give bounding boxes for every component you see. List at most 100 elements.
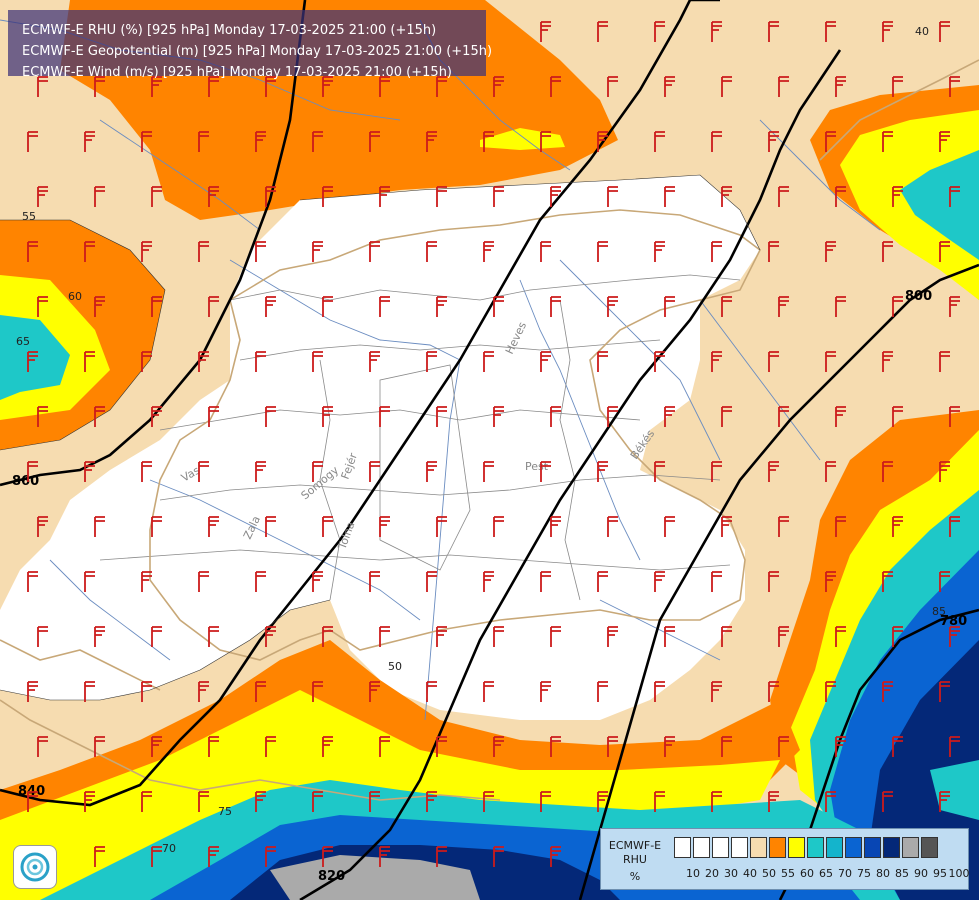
wind-barb-icon — [721, 296, 732, 317]
wind-barb-icon — [426, 351, 437, 372]
swirl-logo-icon — [13, 845, 57, 889]
wind-barb-icon — [483, 681, 494, 702]
wind-barb-icon — [483, 461, 494, 482]
legend-swatch — [750, 837, 767, 858]
wind-barb-icon — [939, 131, 950, 152]
wind-barb-icon — [711, 21, 722, 42]
wind-barb-icon — [835, 186, 846, 207]
wind-barb-icon — [379, 406, 390, 427]
wind-barb-icon — [379, 76, 390, 97]
wind-barb-icon — [711, 681, 722, 702]
wind-barb-icon — [711, 791, 722, 812]
wind-barb-icon — [664, 296, 675, 317]
wind-barb-icon — [835, 516, 846, 537]
wind-barb-icon — [94, 516, 105, 537]
legend-tick-label: 10 — [686, 867, 700, 880]
legend-variable: RHU — [623, 853, 647, 866]
wind-barb-icon — [607, 186, 618, 207]
label-rhu-40: 40 — [915, 25, 929, 38]
wind-barb-icon — [312, 571, 323, 592]
legend-tick-label: 55 — [781, 867, 795, 880]
legend-tick-label: 40 — [743, 867, 757, 880]
wind-barb-icon — [151, 296, 162, 317]
wind-barb-icon — [882, 791, 893, 812]
wind-barb-icon — [768, 681, 779, 702]
wind-barb-icon — [94, 186, 105, 207]
wind-barb-icon — [607, 296, 618, 317]
wind-barb-icon — [835, 296, 846, 317]
wind-barb-icon — [151, 406, 162, 427]
contour-820 — [299, 49, 842, 900]
wind-barb-icon — [949, 76, 960, 97]
wind-barb-icon — [892, 186, 903, 207]
wind-barb-icon — [141, 681, 152, 702]
legend-tick-label: 50 — [762, 867, 776, 880]
legend-swatch — [883, 837, 900, 858]
wind-barb-icon — [94, 406, 105, 427]
wind-barb-icon — [94, 626, 105, 647]
legend-tick-label: 100 — [948, 867, 970, 880]
wind-barb-icon — [892, 406, 903, 427]
wind-barb-icon — [312, 791, 323, 812]
wind-barb-icon — [882, 351, 893, 372]
wind-barb-icon — [768, 461, 779, 482]
wind-barb-icon — [198, 461, 209, 482]
wind-barb-icon — [540, 21, 551, 42]
wind-barb-icon — [493, 76, 504, 97]
color-legend: ECMWF-E RHU % 10 20 30 40 50 55 60 65 70 75 80 85 90… — [600, 828, 970, 890]
wind-barb-icon — [312, 461, 323, 482]
wind-barb-icon — [711, 351, 722, 372]
wind-barb-icon — [892, 626, 903, 647]
wind-barb-icon — [654, 461, 665, 482]
label-800: 800 — [905, 289, 932, 304]
wind-barb-icon — [835, 76, 846, 97]
wind-barb-icon — [379, 846, 390, 867]
wind-barb-icon — [208, 76, 219, 97]
wind-barb-icon — [312, 351, 323, 372]
wind-barb-icon — [711, 131, 722, 152]
wind-barb-icon — [540, 571, 551, 592]
legend-tick-label: 20 — [705, 867, 719, 880]
wind-barb-icon — [778, 296, 789, 317]
wind-barb-icon — [265, 296, 276, 317]
legend-swatch — [921, 837, 938, 858]
wind-barb-icon — [255, 241, 266, 262]
wind-barb-icon — [37, 76, 48, 97]
title-geopotential: ECMWF-E Geopotential (m) [925 hPa] Monda… — [22, 44, 493, 59]
wind-barb-icon — [84, 681, 95, 702]
wind-barb-icon — [825, 681, 836, 702]
label-rhu-65: 65 — [16, 335, 30, 348]
wind-barb-icon — [607, 76, 618, 97]
legend-tick-label: 30 — [724, 867, 738, 880]
wind-barb-icon — [483, 791, 494, 812]
legend-swatch — [864, 837, 881, 858]
wind-barb-icon — [379, 296, 390, 317]
wind-barb-icon — [607, 516, 618, 537]
wind-barb-icon — [768, 21, 779, 42]
wind-barb-icon — [265, 626, 276, 647]
wind-barb-icon — [426, 571, 437, 592]
wind-barb-icon — [322, 736, 333, 757]
title-wind: ECMWF-E Wind (m/s) [925 hPa] Monday 17-0… — [22, 65, 453, 80]
wind-barb-icon — [208, 516, 219, 537]
label-rhu-75: 75 — [218, 805, 232, 818]
wind-barb-icon — [825, 791, 836, 812]
wind-barb-icon — [426, 241, 437, 262]
legend-tick-label: 65 — [819, 867, 833, 880]
wind-barb-icon — [436, 626, 447, 647]
wind-barb-icon — [711, 571, 722, 592]
wind-barb-icon — [949, 516, 960, 537]
wind-barb-icon — [654, 21, 665, 42]
wind-barb-icon — [540, 241, 551, 262]
wind-barb-icon — [265, 516, 276, 537]
wind-barb-icon — [939, 571, 950, 592]
wind-barb-icon — [949, 186, 960, 207]
wind-barb-icon — [664, 406, 675, 427]
label-rhu-85: 85 — [932, 605, 946, 618]
wind-barb-icon — [711, 461, 722, 482]
wind-barb-icon — [265, 76, 276, 97]
wind-barb-icon — [882, 461, 893, 482]
wind-barb-icon — [94, 296, 105, 317]
wind-barb-icon — [607, 626, 618, 647]
